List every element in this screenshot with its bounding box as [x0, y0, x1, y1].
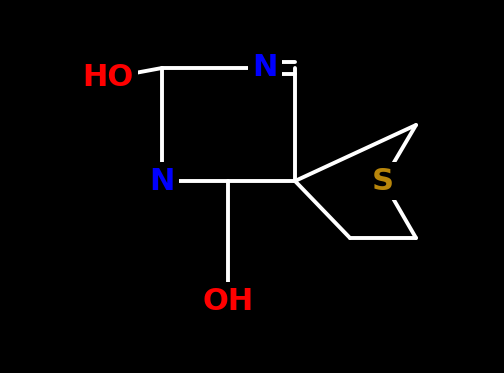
Text: HO: HO: [82, 63, 134, 93]
Text: OH: OH: [203, 286, 254, 316]
Text: S: S: [372, 166, 394, 195]
Text: N: N: [253, 53, 278, 82]
Text: N: N: [149, 166, 175, 195]
